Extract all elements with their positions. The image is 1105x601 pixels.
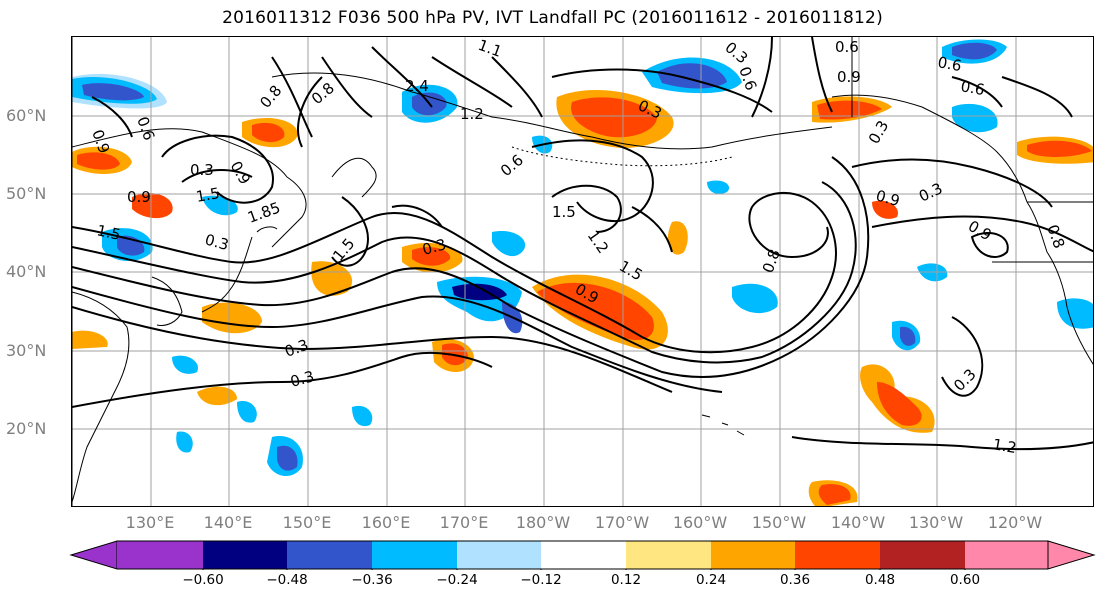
contour-label: 1.5 (195, 184, 222, 206)
lon-label-160e: 160°E (361, 513, 411, 532)
contour-label: 0.8 (308, 79, 338, 108)
lat-label-60n: 60°N (6, 106, 47, 125)
colorbar-segment (965, 541, 1048, 569)
contour-label: 0.3 (721, 38, 751, 67)
lon-label-120w: 120°W (987, 513, 1043, 532)
colorbar-tick-label: 0.12 (610, 572, 642, 588)
contour-label: 1.5 (95, 221, 122, 244)
contour-label: 0.6 (936, 53, 963, 75)
figure-title: 2016011312 F036 500 hPa PV, IVT Landfall… (222, 8, 883, 28)
colorbar-segment (287, 541, 372, 569)
contour-label: 0.9 (127, 188, 151, 206)
lon-label-140w: 140°W (830, 513, 886, 532)
colorbar-segment (372, 541, 457, 569)
contour-label: 0.9 (227, 158, 255, 188)
ivt-contours (72, 37, 1093, 451)
colorbar-segment (457, 541, 541, 569)
contour-label: 1.2 (584, 227, 612, 257)
contour-label: 0.6 (735, 64, 760, 93)
contour-label: 0.6 (497, 151, 527, 180)
contour-label: 1.2 (460, 105, 484, 123)
colorbar-tick-label: −0.12 (520, 572, 562, 588)
contour-label: 0.3 (282, 336, 311, 361)
contour-label: 0.9 (874, 186, 902, 210)
colorbar-tick-label: −0.24 (436, 572, 478, 588)
lon-label-130e: 130°E (125, 513, 175, 532)
contour-label: 1.5 (552, 203, 576, 221)
colorbar-segment (880, 541, 965, 569)
colorbar-extend-max (1047, 540, 1096, 570)
colorbar-tick-label: 0.48 (864, 572, 896, 588)
colorbar-extend-min (69, 540, 118, 570)
lon-label-170w: 170°W (594, 513, 650, 532)
contour-label: 0.3 (916, 179, 945, 205)
colorbar-tick-label: 0.60 (949, 572, 981, 588)
colorbar-tick-label: −0.48 (266, 572, 308, 588)
contour-label: 0.9 (837, 68, 861, 86)
lat-label-50n: 50°N (6, 184, 47, 203)
contour-label: 1.1 (476, 37, 505, 61)
colorbar-tick-label: 0.24 (695, 572, 727, 588)
lon-label-140e: 140°E (203, 513, 253, 532)
colorbar-tick-label: −0.60 (182, 572, 224, 588)
colorbar-segment (626, 541, 711, 569)
contour-label: 0.6 (959, 77, 986, 99)
lon-label-150w: 150°W (751, 513, 807, 532)
contour-label: 0.3 (865, 117, 893, 147)
contour-label: 0.8 (256, 82, 285, 112)
contour-label: 0.6 (133, 114, 158, 143)
contour-label: 0.9 (965, 217, 995, 245)
lat-label-40n: 40°N (6, 262, 47, 281)
colorbar (69, 540, 1096, 570)
coastlines (72, 37, 1093, 506)
colorbar-segment (203, 541, 287, 569)
lon-label-170e: 170°E (439, 513, 489, 532)
lon-label-150e: 150°E (282, 513, 332, 532)
contour-label: 1.2 (991, 435, 1018, 457)
colorbar-segment (541, 541, 626, 569)
contour-label: 0.8 (1043, 222, 1068, 251)
contour-label: 0.3 (420, 235, 448, 259)
colorbar-tick-label: 0.36 (779, 572, 811, 588)
colorbar-segment (795, 541, 880, 569)
lon-label-130w: 130°W (908, 513, 964, 532)
contour-label: 0.3 (190, 161, 214, 179)
map-panel: 1.1 2.4 1.2 0.8 0.3 0.6 0.9 1.5 1.85 0.3… (71, 36, 1094, 507)
lat-label-30n: 30°N (6, 341, 47, 360)
lon-label-180w: 180°W (515, 513, 571, 532)
map-svg: 1.1 2.4 1.2 0.8 0.3 0.6 0.9 1.5 1.85 0.3… (72, 37, 1093, 506)
contour-label: 0.3 (203, 230, 231, 254)
colorbar-segment (117, 541, 203, 569)
contour-label: 1.5 (616, 257, 646, 285)
lat-label-20n: 20°N (6, 419, 47, 438)
lon-label-160w: 160°W (672, 513, 728, 532)
contour-label: 2.4 (405, 77, 429, 95)
contour-label: 0.3 (288, 367, 316, 391)
colorbar-tick-label: −0.36 (351, 572, 393, 588)
contour-label: 0.6 (835, 38, 859, 56)
colorbar-segment (711, 541, 795, 569)
